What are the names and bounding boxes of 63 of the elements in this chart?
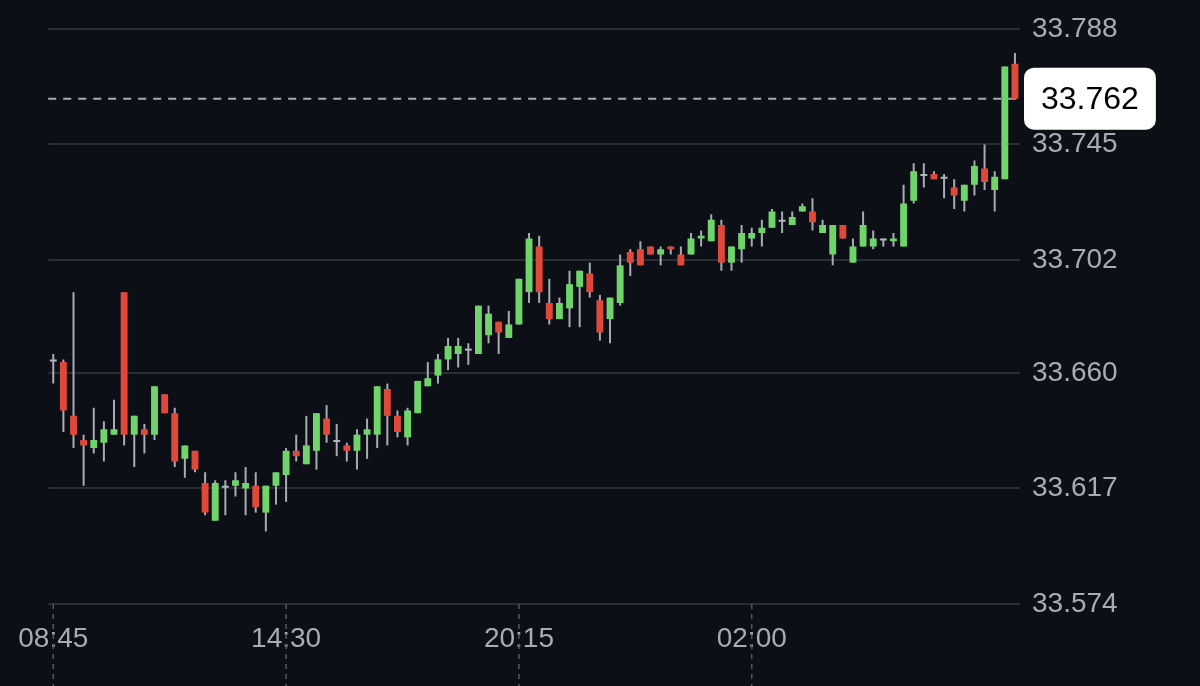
y-tick-label: 33.574 [1032, 586, 1118, 618]
candlestick [505, 310, 513, 339]
candlestick [758, 218, 766, 248]
candlestick [232, 471, 239, 498]
candlestick [49, 353, 57, 385]
candlestick [991, 170, 999, 213]
candlestick [363, 417, 371, 460]
candlestick [140, 422, 148, 455]
x-tick-label: 02:00 [716, 621, 787, 653]
candlestick [778, 210, 786, 235]
candlestick [130, 414, 138, 468]
candlestick [687, 232, 695, 256]
candlestick [586, 261, 594, 299]
candlestick [252, 471, 260, 514]
y-tick-label: 33.745 [1032, 127, 1118, 159]
candlestick [302, 414, 310, 466]
candlestick [444, 336, 452, 372]
candlestick [292, 433, 300, 463]
candlestick [110, 398, 118, 436]
candlestick [485, 304, 492, 345]
candlestick [90, 406, 98, 455]
candlestick [272, 471, 280, 506]
candlestick [80, 433, 88, 487]
candlestick [728, 245, 735, 272]
candlestick [454, 336, 462, 369]
y-tick-label: 33.702 [1032, 242, 1118, 274]
candlestick [343, 441, 351, 463]
candlestick [809, 197, 816, 232]
candlestick [657, 245, 665, 267]
candlestick [394, 409, 401, 439]
x-tick-label: 14:30 [251, 621, 322, 653]
candlestick [869, 229, 877, 251]
candlestick [707, 213, 715, 243]
candlestick [495, 320, 503, 356]
candlestick [636, 240, 644, 267]
candlestick [545, 277, 553, 326]
candlestick [940, 172, 948, 200]
candlestick [424, 361, 432, 388]
candlestick [323, 404, 331, 444]
x-tick-label: 20:15 [483, 621, 554, 653]
y-tick-label: 33.660 [1032, 355, 1118, 387]
candlestick [434, 353, 442, 385]
candlestick [748, 226, 756, 248]
candlestick [950, 178, 958, 210]
candlestick [70, 291, 77, 450]
candlestick [333, 422, 341, 458]
x-tick-label: 08:45 [18, 621, 89, 653]
ref-line-label: 33.762 [1041, 79, 1139, 116]
candlestick [920, 162, 928, 189]
candlestick [626, 248, 634, 278]
candlestick [221, 479, 229, 517]
candlestick [242, 465, 250, 517]
candlestick [859, 210, 867, 248]
candlestick [464, 342, 472, 366]
candlestick [960, 183, 968, 213]
candlestick [971, 159, 978, 197]
y-tick-label: 33.617 [1032, 471, 1118, 503]
y-tick-label: 33.788 [1032, 11, 1118, 43]
candlestick [100, 420, 108, 463]
candlestick [738, 224, 746, 264]
candlestick [576, 269, 584, 329]
candlestick [181, 444, 189, 479]
candlestick [981, 143, 989, 192]
